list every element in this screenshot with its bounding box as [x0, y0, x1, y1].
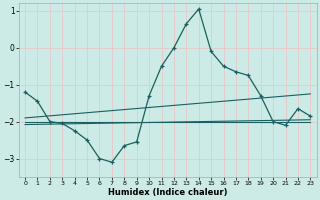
X-axis label: Humidex (Indice chaleur): Humidex (Indice chaleur) [108, 188, 228, 197]
